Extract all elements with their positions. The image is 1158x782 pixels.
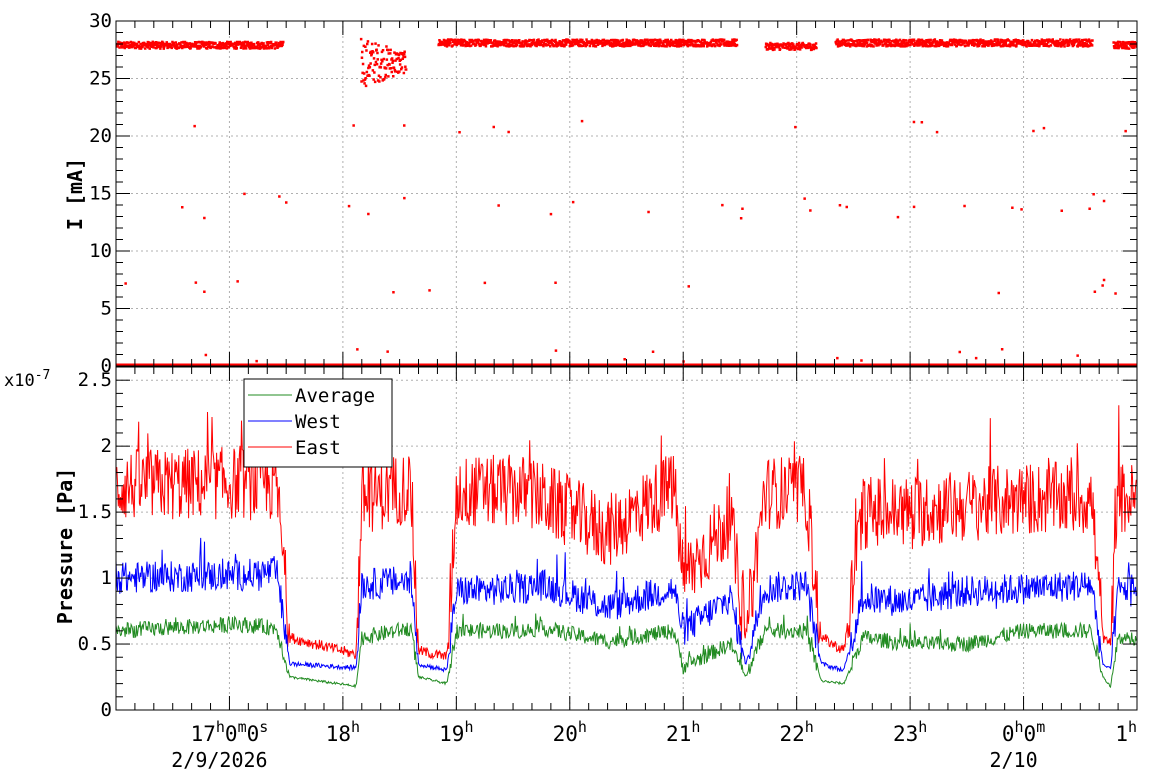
current-ytick-label: 10 bbox=[89, 240, 112, 262]
xtick-label: 17h0m0s bbox=[191, 718, 269, 746]
pressure-series-average bbox=[116, 613, 1137, 689]
pressure-ytick-label: 2 bbox=[101, 435, 112, 457]
xtick-label: 18h bbox=[326, 718, 360, 746]
current-ytick-label: 0 bbox=[101, 355, 112, 377]
current-ytick-label: 30 bbox=[89, 10, 112, 32]
pressure-ytick-label: 0 bbox=[101, 699, 112, 721]
legend: Average West East bbox=[243, 378, 393, 468]
date-label: 2/10 bbox=[989, 748, 1037, 772]
current-segment bbox=[764, 41, 818, 52]
pressure-plot-area bbox=[116, 405, 1137, 689]
current-segment bbox=[359, 37, 408, 88]
current-ytick-label: 5 bbox=[101, 298, 112, 320]
date-label: 2/9/2026 bbox=[171, 748, 267, 772]
current-ytick-label: 25 bbox=[89, 68, 112, 90]
xtick-label: 22h bbox=[780, 718, 814, 746]
current-segment bbox=[437, 38, 739, 48]
xtick-label: 0h0m bbox=[1002, 718, 1045, 746]
pressure-series-west bbox=[116, 537, 1137, 673]
current-plot-area bbox=[116, 37, 1137, 366]
pressure-axis-title: Pressure [Pa] bbox=[53, 468, 77, 625]
pressure-ytick-label: 1.5 bbox=[78, 501, 112, 523]
xtick-label: 21h bbox=[666, 718, 700, 746]
current-grid bbox=[116, 21, 1138, 366]
current-segment bbox=[834, 38, 1094, 48]
current-segment bbox=[116, 40, 285, 50]
pressure-ytick-label: 2.5 bbox=[78, 369, 112, 391]
xtick-label: 1h bbox=[1115, 718, 1137, 746]
axes-text: 0 5 10 15 20 25 30 0 0.5 1 1.5 2 2.5 17h0m0s 18h 19h 20h… bbox=[78, 10, 1137, 772]
plot-frames bbox=[115, 20, 1138, 711]
current-outliers bbox=[124, 119, 1127, 363]
pressure-multiplier: x10-7 bbox=[4, 368, 50, 391]
xtick-label: 19h bbox=[439, 718, 473, 746]
legend-east-label: East bbox=[295, 437, 341, 459]
current-ytick-label: 20 bbox=[89, 125, 112, 147]
xtick-label: 23h bbox=[893, 718, 927, 746]
xtick-label: 20h bbox=[553, 718, 587, 746]
legend-west-label: West bbox=[295, 411, 341, 433]
current-segment bbox=[1112, 40, 1137, 50]
current-ytick-label: 15 bbox=[89, 183, 112, 205]
pressure-ytick-label: 0.5 bbox=[78, 633, 112, 655]
legend-average-label: Average bbox=[295, 385, 375, 407]
current-axis-title: I [mA] bbox=[63, 158, 87, 230]
pressure-series-east bbox=[116, 405, 1137, 660]
pressure-ytick-label: 1 bbox=[101, 567, 112, 589]
